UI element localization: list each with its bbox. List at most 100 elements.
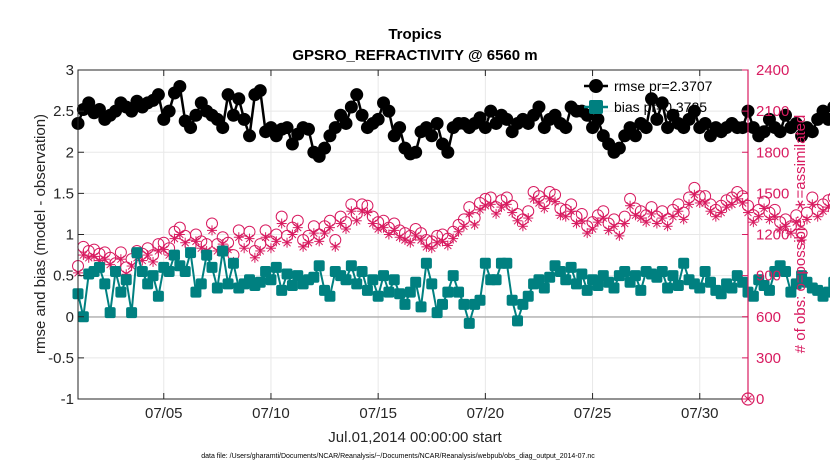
obs-assimilated-stroke — [352, 216, 361, 225]
bias-point — [715, 288, 727, 300]
obs-assimilated-point — [287, 229, 298, 240]
obs-assimilated-point — [190, 236, 201, 247]
rmse-point — [301, 122, 315, 136]
obs-assimilated-point — [255, 245, 266, 256]
obs-assimilated-stroke — [90, 252, 98, 261]
obs-assimilated-point — [576, 215, 587, 226]
bias-point — [378, 270, 390, 282]
obs-assimilated-point — [603, 225, 614, 236]
obs-assimilated-stroke — [615, 232, 624, 240]
obs-assimilated-stroke — [149, 258, 157, 266]
obs-assimilated-stroke — [283, 238, 291, 247]
obs-assimilated-point — [303, 237, 314, 248]
rmse-point — [473, 111, 487, 125]
rmse-point — [698, 116, 712, 130]
obs-assimilated-point — [351, 215, 362, 226]
obs-assimilated-point — [282, 237, 293, 248]
obs-assimilated-point — [475, 204, 485, 215]
obs-assimilated-point — [796, 234, 807, 245]
bias-point — [694, 282, 706, 294]
obs-assimilated-stroke — [401, 236, 409, 244]
obs-assimilated-point — [239, 243, 250, 254]
obs-assimilated-point — [233, 232, 244, 243]
obs-assimilated-stroke — [331, 242, 340, 251]
obs-assimilated-point — [394, 232, 405, 243]
bias-point — [136, 266, 148, 278]
obs-assimilated-point — [448, 233, 459, 244]
bias-point — [163, 266, 175, 278]
obs-assimilated-point — [292, 222, 303, 233]
bias-point — [560, 274, 572, 286]
obs-assimilated-stroke — [583, 229, 592, 237]
obs-assimilated-point — [249, 252, 260, 263]
obs-assimilated-stroke — [626, 201, 634, 210]
obs-assimilated-stroke — [175, 230, 184, 239]
obs-assimilated-point — [667, 211, 678, 222]
rmse-point — [612, 141, 626, 155]
bias-point — [426, 278, 438, 290]
obs-assimilated-point — [662, 221, 673, 232]
y-axis-left: -1 -0.5 0 0.5 1 1.5 2 2.5 3 — [48, 62, 84, 408]
obs-assimilated-stroke — [620, 219, 629, 228]
bias-point — [276, 284, 288, 296]
legend-rmse-label: rmse pr=2.3707 — [614, 78, 713, 94]
bias-point — [281, 268, 293, 280]
obs-assimilated-stroke — [481, 201, 490, 210]
obs-assimilated-point — [308, 228, 319, 239]
obs-assimilated-stroke — [636, 214, 645, 222]
obs-assimilated-stroke — [368, 219, 377, 228]
legend-bias-label: bias pr=0.3725 — [614, 99, 707, 115]
x-axis: 07/05 07/10 07/15 07/20 07/25 07/30 — [145, 70, 719, 422]
obs-assimilated-point — [523, 213, 534, 224]
y-right-tick-label-7: 2100 — [756, 103, 789, 120]
obs-assimilated-point — [635, 213, 646, 224]
obs-assimilated-point — [442, 240, 453, 251]
obs-assimilated-point — [700, 197, 711, 208]
obs-assimilated-point — [99, 254, 110, 265]
rmse-point — [773, 125, 787, 139]
obs-assimilated-point — [405, 237, 416, 248]
rmse-series — [71, 79, 830, 163]
rmse-point — [409, 145, 423, 159]
obs-assimilated-stroke — [385, 230, 393, 239]
rmse-point — [237, 112, 251, 126]
obs-assimilated-point — [341, 224, 351, 235]
bias-point — [474, 294, 486, 306]
bias-point — [195, 278, 207, 290]
obs-assimilated-stroke — [417, 236, 425, 244]
bias-point — [415, 301, 427, 313]
obs-assimilated-stroke — [170, 234, 179, 243]
obs-assimilated-stroke — [277, 219, 286, 228]
bias-point — [185, 247, 197, 259]
rmse-point — [173, 79, 187, 93]
x-tick-label-4: 07/25 — [574, 405, 612, 422]
bias-point — [726, 282, 738, 294]
obs-assimilated-stroke — [470, 221, 479, 229]
obs-assimilated-point — [314, 236, 325, 247]
bias-point — [678, 257, 690, 269]
obs-assimilated-stroke — [663, 222, 672, 231]
y-right-tick-label-0: 0 — [756, 391, 764, 408]
obs-assimilated-point — [491, 208, 502, 219]
bias-point — [152, 290, 164, 302]
bias-point — [308, 271, 320, 283]
obs-assimilated-point — [818, 206, 829, 217]
bias-point — [490, 274, 502, 286]
obs-assimilated-stroke — [513, 216, 522, 225]
bias-point — [147, 270, 159, 282]
y-left-tick-label-1: -0.5 — [48, 350, 74, 367]
legend: rmse pr=2.3707 bias pr=0.3725 — [584, 78, 713, 115]
obs-assimilated-point — [265, 243, 276, 254]
obs-assimilated-point — [276, 218, 287, 229]
bias-point — [206, 261, 218, 273]
rmse-point — [162, 104, 176, 118]
y-axis-right-label: # of obs: o=possible; ∗=assimilated — [792, 115, 809, 354]
rmse-point — [243, 129, 257, 143]
obs-assimilated-point — [791, 217, 802, 228]
obs-assimilated-point — [378, 222, 389, 233]
obs-assimilated-point — [785, 228, 796, 239]
obs-assimilated-stroke — [690, 190, 699, 199]
obs-assimilated-stroke — [245, 234, 254, 243]
bias-point — [222, 278, 234, 290]
obs-assimilated-stroke — [492, 210, 500, 218]
